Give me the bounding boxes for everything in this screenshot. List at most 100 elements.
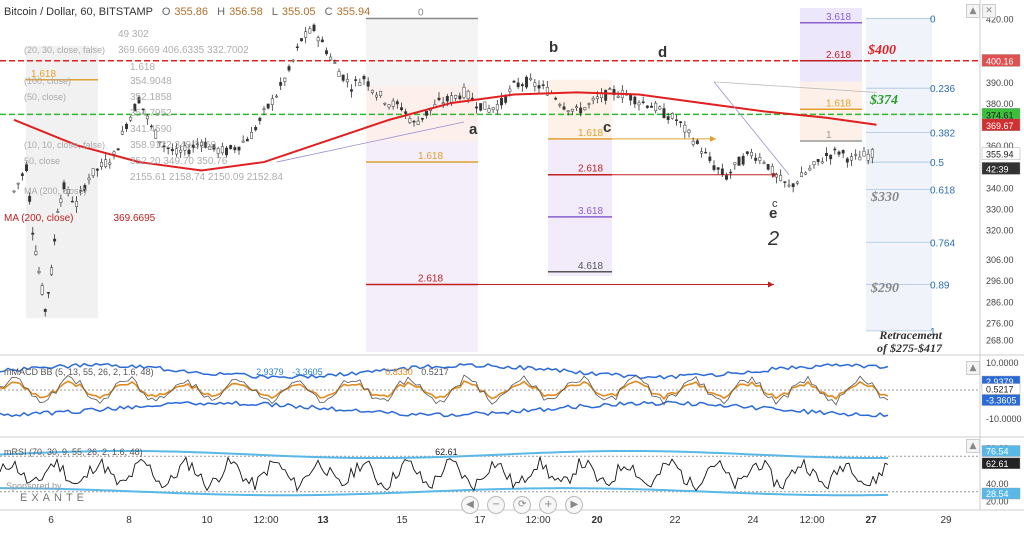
pane-up-icon[interactable]: ▲ (966, 4, 980, 18)
retracement-title-line2: of $275-$417 (877, 341, 942, 355)
chart-header: Bitcoin / Dollar, 60, BITSTAMP O 355.86 H… (4, 6, 370, 18)
candle-body (800, 172, 803, 177)
candle-body (570, 108, 574, 112)
rsi-line (0, 456, 889, 492)
candle-body (91, 168, 95, 177)
legend-row: 49 302 (118, 29, 149, 40)
candle-body (262, 108, 266, 111)
candle-body (391, 100, 395, 107)
wave-label-2: 2 (768, 228, 780, 250)
candle-body (491, 107, 495, 111)
rsi-y-tick: 40.00 (986, 479, 1009, 489)
x-tick-label: 17 (474, 515, 486, 526)
candle-body (175, 148, 178, 155)
rsi-price-tag-label: 62.61 (986, 459, 1009, 469)
candle-body (420, 117, 424, 120)
macd-price-tag (981, 394, 1021, 406)
retracement-level-label: 0 (930, 15, 936, 26)
candle-body (87, 177, 91, 181)
candle-body (408, 118, 412, 123)
fib-box (800, 81, 862, 141)
candle-body (454, 95, 458, 99)
candle-body (475, 106, 478, 109)
x-tick-label: 15 (396, 515, 408, 526)
candle-body (237, 146, 241, 151)
pane-close-icon[interactable]: ✕ (982, 4, 996, 18)
macd-val-4: 0.5217 (421, 367, 449, 377)
candle-body (116, 148, 120, 151)
macd-val-2: -3.3605 (292, 367, 323, 377)
scroll-left-button[interactable]: ◀ (461, 496, 479, 514)
retracement-title: Retracement of $275-$417 (877, 329, 942, 355)
reset-button[interactable]: ⟳ (513, 496, 532, 514)
candle-body (125, 123, 128, 130)
candle-body (34, 251, 38, 255)
candle-body (583, 107, 587, 111)
trendline (713, 81, 877, 93)
rsi-price-tag (981, 487, 1021, 500)
candle-body (608, 88, 612, 90)
candle-body (150, 125, 153, 128)
candle-body (679, 121, 683, 123)
candle-body (745, 151, 749, 154)
macd-val-1: 2.9379 (256, 367, 284, 377)
wave-label-e: e (769, 205, 778, 222)
candle-body (716, 167, 720, 170)
candle-body (37, 271, 41, 273)
y-tick-label: 340.00 (986, 183, 1014, 193)
candle-body (25, 164, 28, 172)
candle-body (779, 175, 783, 181)
macd-header: mMACD BB (5, 13, 55, 26, 2, 1.6, 48) 2.9… (4, 367, 449, 377)
candle-body (866, 153, 870, 161)
candle-body (154, 129, 158, 139)
exante-logo[interactable]: EXANTE (20, 492, 89, 504)
legend-label: (20, 30, close, false) (24, 45, 106, 55)
candle-body (479, 103, 483, 111)
candle-body (366, 81, 370, 87)
x-tick-label: 6 (48, 515, 54, 526)
candle-body (670, 113, 674, 119)
fib-label: 3.618 (826, 12, 851, 23)
candle-body (533, 82, 537, 87)
candle-body (354, 79, 358, 81)
candle-body (737, 156, 741, 166)
candle-body (191, 144, 195, 148)
macd-line (0, 374, 889, 406)
candle-body (66, 189, 70, 194)
candle-body (266, 103, 270, 109)
candle-body (195, 143, 199, 145)
candle-body (46, 292, 50, 294)
price-annotation-400: $400 (868, 43, 896, 58)
ohlc-value-c: 355.94 (336, 6, 371, 18)
candle-body (40, 285, 44, 295)
legend-label: (10, 10, close, false) (24, 140, 106, 150)
fib-box (548, 138, 612, 277)
rsi-title[interactable]: mRSI (70, 30, 9, 55, 26, 2, 1.6, 48) (4, 447, 143, 457)
price-tag-label: 355.94 (986, 150, 1014, 160)
rsi-val-1: 62.61 (435, 447, 458, 457)
legend-label: (50, close) (24, 92, 67, 102)
candle-body (83, 185, 87, 192)
zoom-in-button[interactable]: + (539, 496, 558, 514)
rsi-pane-up-icon[interactable]: ▲ (966, 439, 980, 453)
macd-pane-up-icon[interactable]: ▲ (966, 361, 980, 375)
candle-body (250, 131, 253, 139)
ohlc-label-h: H (217, 6, 226, 18)
zoom-out-button[interactable]: − (487, 496, 506, 514)
price-tag-label: 374.61 (986, 110, 1014, 120)
wave-label-a: a (469, 121, 478, 138)
scroll-right-button[interactable]: ▶ (565, 496, 584, 514)
price-tag-label: 369.67 (986, 121, 1014, 131)
symbol-title[interactable]: Bitcoin / Dollar, 60, BITSTAMP (4, 6, 153, 18)
candle-body (525, 76, 528, 88)
macd-title[interactable]: mMACD BB (5, 13, 55, 26, 2, 1.6, 48) (4, 367, 154, 377)
y-tick-label: 268.00 (986, 335, 1014, 345)
x-tick-label: 12:00 (253, 515, 279, 526)
candle-body (100, 162, 103, 167)
candle-body (62, 182, 66, 190)
candle-body (837, 151, 841, 155)
fib-label: 2.618 (826, 50, 851, 61)
fib-label: 1.618 (31, 69, 56, 80)
